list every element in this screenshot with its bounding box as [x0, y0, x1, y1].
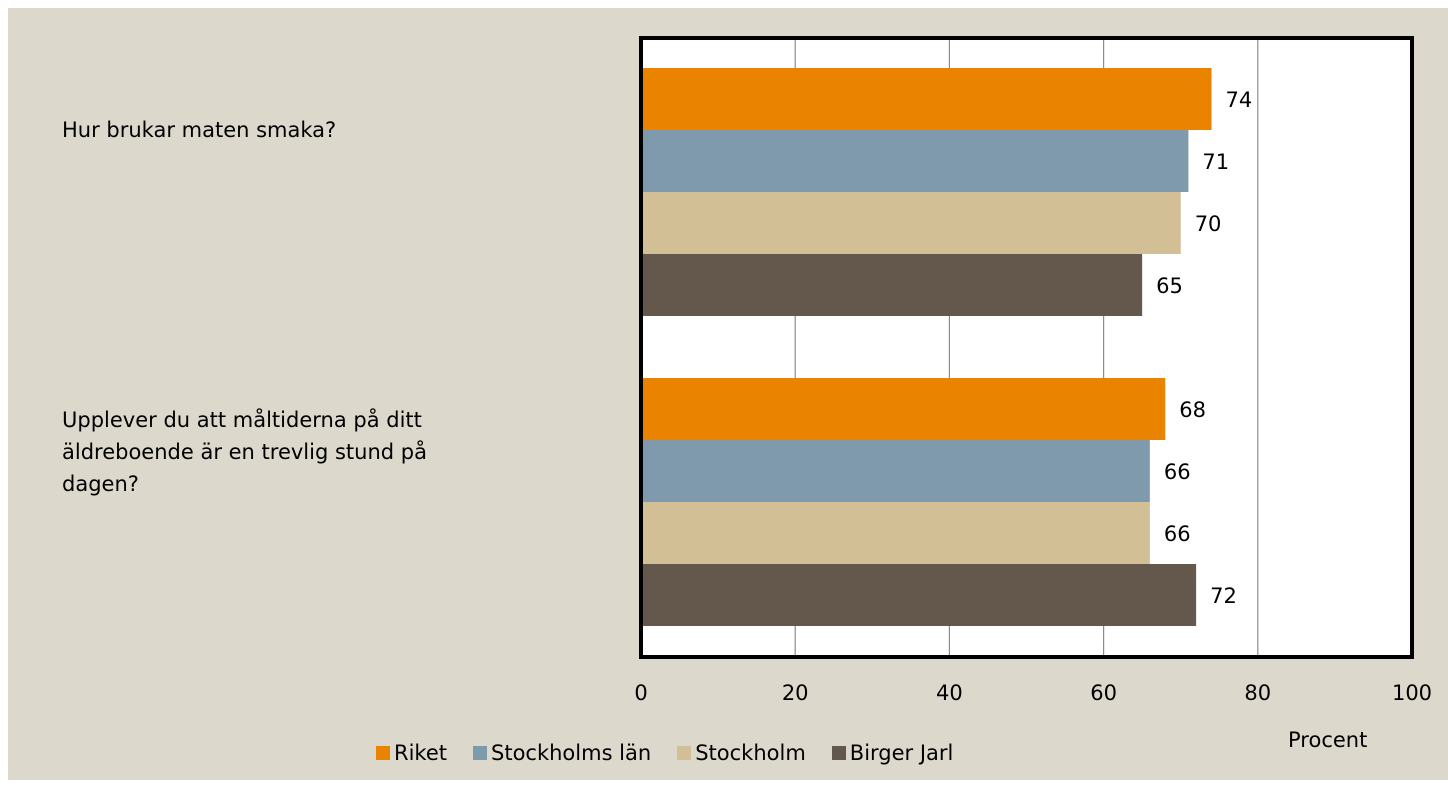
value-label-stockholms-län-0: 71	[1202, 150, 1229, 174]
plot-frame	[639, 36, 1414, 659]
bar-riket-1	[641, 378, 1166, 440]
legend-swatch	[677, 746, 692, 760]
legend-label: Stockholms län	[491, 741, 652, 765]
legend-item-stockholm: Stockholm	[677, 741, 806, 765]
legend-swatch	[376, 746, 390, 760]
bar-birger-jarl-0	[641, 254, 1143, 316]
value-label-birger-jarl-0: 65	[1156, 274, 1183, 298]
legend-swatch	[831, 746, 846, 760]
value-label-stockholm-1: 66	[1164, 522, 1191, 546]
category-label-taste: Hur brukar maten smaka?	[62, 118, 337, 142]
legend-label: Birger Jarl	[849, 741, 954, 765]
x-tick-label-100: 100	[1391, 681, 1433, 705]
bar-riket-0	[641, 68, 1212, 130]
legend-label: Stockholm	[695, 741, 806, 765]
value-label-stockholms-län-1: 66	[1164, 460, 1191, 484]
bar-stockholm-0	[641, 192, 1181, 254]
value-label-birger-jarl-1: 72	[1210, 584, 1237, 608]
legend-label: Riket	[394, 741, 447, 765]
legend-item-stockholms-län: Stockholms län	[473, 741, 651, 765]
legend-item-riket: Riket	[376, 741, 447, 765]
bar-stockholm-1	[641, 502, 1150, 564]
x-tick-label-60: 60	[1090, 681, 1117, 705]
x-tick-label-0: 0	[634, 681, 648, 705]
x-axis-label: Procent	[1288, 728, 1368, 752]
value-label-stockholm-0: 70	[1195, 212, 1222, 236]
x-tick-label-20: 20	[781, 681, 809, 705]
x-tick-label-40: 40	[936, 681, 963, 705]
legend-item-birger-jarl: Birger Jarl	[831, 741, 954, 765]
chart-legend: Riket Stockholms län Stockholm Birger Jarl	[376, 738, 979, 768]
x-tick-label-80: 80	[1244, 681, 1272, 705]
bar-stockholms-län-1	[641, 440, 1150, 502]
value-label-riket-1: 68	[1179, 398, 1206, 422]
value-label-riket-0: 74	[1226, 88, 1253, 112]
bar-birger-jarl-1	[641, 564, 1197, 626]
category-label-meal-pleasant: Upplever du att måltiderna på ditt äldre…	[62, 408, 427, 496]
bar-stockholms-län-0	[641, 130, 1189, 192]
legend-swatch	[473, 746, 487, 760]
